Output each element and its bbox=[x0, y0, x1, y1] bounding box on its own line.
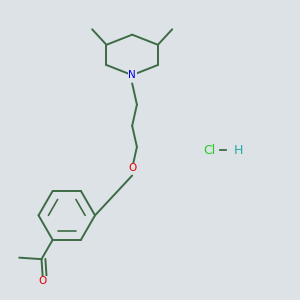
Text: H: H bbox=[234, 143, 243, 157]
Text: O: O bbox=[39, 276, 47, 286]
Text: N: N bbox=[128, 70, 136, 80]
Text: Cl: Cl bbox=[203, 143, 216, 157]
Text: O: O bbox=[128, 163, 136, 173]
